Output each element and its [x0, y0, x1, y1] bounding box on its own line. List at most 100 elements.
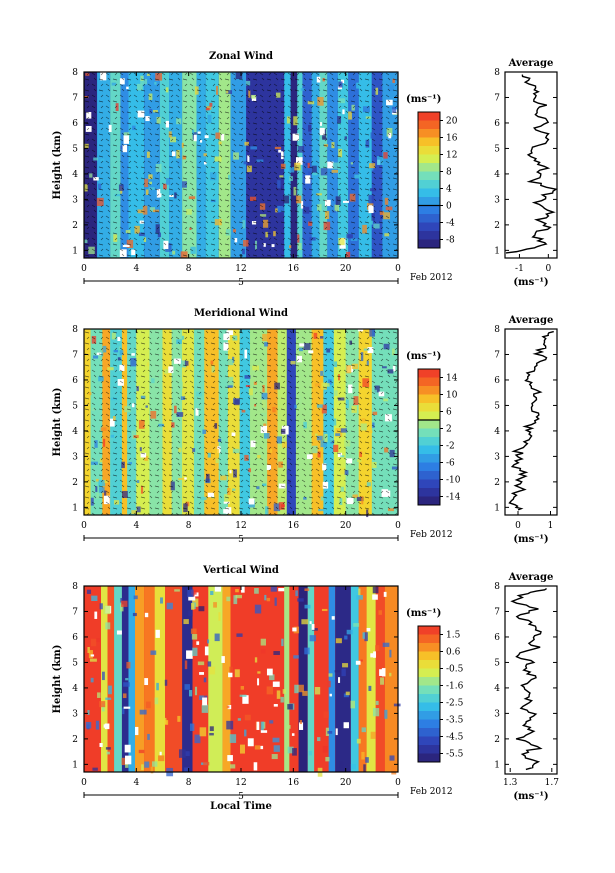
colorbar-segment	[418, 488, 440, 497]
average-y-tick-label: 8	[494, 68, 500, 78]
x-tick-label: 0	[395, 521, 401, 531]
average-y-tick-label: 4	[494, 427, 500, 437]
heatmap-cell	[99, 603, 103, 610]
heatmap-cell	[85, 721, 92, 729]
heatmap-cell	[120, 604, 124, 612]
heatmap-band	[222, 586, 231, 772]
data-gap	[104, 723, 110, 730]
heatmap-cell	[389, 672, 392, 677]
heatmap-band	[358, 586, 367, 772]
heatmap-cell	[360, 659, 363, 662]
heatmap-cell	[382, 642, 390, 647]
average-y-tick-label: 2	[494, 221, 500, 231]
heatmap-cell	[345, 691, 350, 696]
heatmap-cell	[322, 745, 328, 753]
average-y-tick-label: 1	[494, 503, 500, 513]
heatmap-band	[182, 586, 193, 772]
average-y-tick-label: 1	[494, 246, 500, 256]
x-tick-label: 8	[186, 778, 192, 788]
heatmap-band	[165, 586, 183, 772]
colorbar-segment	[418, 471, 440, 480]
heatmap-cell	[308, 750, 313, 756]
average-y-tick-label: 2	[494, 478, 500, 488]
colorbar-tick-label: 2	[446, 425, 452, 435]
data-gap	[135, 726, 139, 736]
y-tick-label: 4	[72, 170, 78, 180]
heatmap-cell	[327, 730, 333, 734]
colorbar-tick-label: 4	[446, 185, 452, 195]
heatmap-cell	[280, 696, 284, 703]
data-gap	[228, 672, 233, 678]
data-gap	[343, 722, 349, 729]
heatmap-cell	[145, 701, 151, 709]
heatmap-cell	[304, 604, 311, 609]
colorbar-unit: (ms⁻¹)	[406, 608, 441, 619]
heatmap-cell	[327, 680, 331, 688]
heatmap-cell	[239, 694, 247, 697]
heatmap-cell	[87, 647, 90, 653]
heatmap-band	[384, 586, 398, 772]
colorbar-tick-label: -2	[446, 442, 455, 452]
heatmap-cell	[276, 690, 281, 699]
heatmap-cell	[266, 597, 271, 602]
average-profile-line	[505, 74, 558, 254]
x-tick-label: 12	[235, 264, 246, 274]
data-gap	[373, 651, 376, 658]
average-y-tick-label: 8	[494, 325, 500, 335]
data-gap	[247, 738, 254, 747]
colorbar-segment	[418, 197, 440, 206]
heatmap-band	[314, 586, 329, 772]
heatmap-cell	[314, 686, 321, 695]
colorbar-segment	[418, 702, 440, 712]
average-x-tick-label: 1	[548, 521, 554, 531]
heatmap-cell	[230, 764, 236, 769]
heatmap-cell	[380, 677, 385, 685]
average-y-tick-label: 6	[494, 376, 500, 386]
data-gap	[372, 594, 378, 600]
y-tick-label: 1	[72, 503, 78, 513]
average-y-tick-label: 3	[494, 195, 500, 205]
colorbar-segment	[418, 154, 440, 164]
heatmap-cell	[199, 727, 207, 737]
heatmap-cell	[164, 679, 168, 686]
heatmap-cell	[108, 685, 112, 695]
heatmap-cell	[126, 661, 131, 669]
heatmap-cell	[185, 751, 190, 757]
heatmap-cell	[226, 596, 231, 602]
y-tick-label: 7	[72, 350, 78, 360]
heatmap-cell	[273, 651, 280, 655]
heatmap-cell	[257, 671, 261, 674]
heatmap-cell	[334, 670, 341, 673]
data-gap	[116, 630, 122, 635]
heatmap-band	[114, 586, 122, 772]
heatmap-cell	[254, 657, 258, 663]
y-tick-label: 5	[72, 401, 78, 411]
colorbar-segment	[418, 479, 440, 489]
y-tick-label: 1	[72, 760, 78, 770]
heatmap-cell	[391, 765, 397, 775]
heatmap-cell	[271, 754, 278, 760]
data-gap	[186, 650, 193, 659]
colorbar-tick-label: 0.6	[446, 648, 461, 658]
x-tick-label: 12	[235, 778, 246, 788]
colorbar-tick-label: -2.5	[446, 699, 464, 709]
heatmap-cell	[393, 703, 401, 707]
x-tick-label: 16	[288, 778, 300, 788]
heatmap-cell	[105, 747, 111, 750]
data-gap	[298, 722, 304, 730]
data-gap	[123, 706, 131, 709]
month-label: Feb 2012	[410, 530, 453, 540]
data-gap	[291, 733, 295, 736]
heatmap-cell	[154, 697, 159, 705]
heatmap-cell	[156, 682, 159, 691]
heatmap-cell	[287, 746, 294, 754]
colorbar-segment	[418, 188, 440, 198]
colorbar-tick-label: 1.5	[446, 631, 461, 641]
x-tick-label: 16	[288, 264, 300, 274]
colorbar-segment	[418, 454, 440, 463]
data-gap	[144, 678, 149, 686]
heatmap-cell	[138, 749, 145, 754]
colorbar-segment	[418, 728, 440, 737]
